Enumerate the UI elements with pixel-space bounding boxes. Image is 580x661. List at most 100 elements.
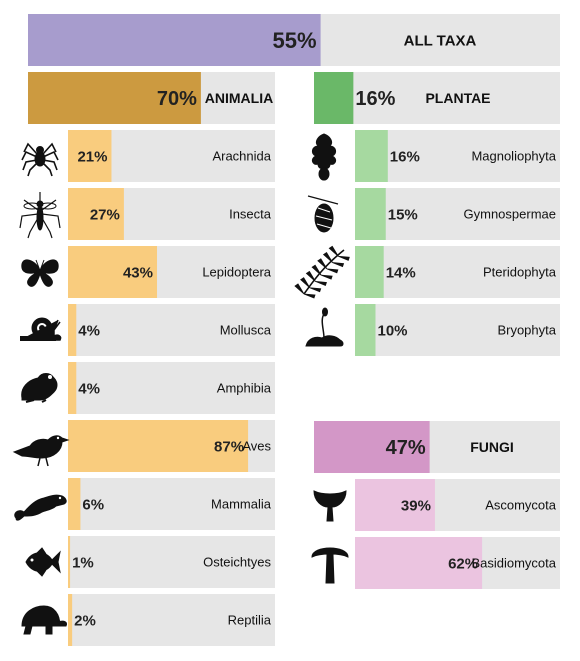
bar-all-taxa-label: ALL TAXA [404, 32, 477, 49]
bar-fungi-sub-ascomycota-value-label: 39% [401, 497, 431, 514]
bar-animalia-sub-mollusca-fill [68, 304, 77, 356]
bar-animalia-sub-amphibia-value-label: 4% [78, 380, 100, 397]
bar-animalia-sub-lepidoptera-value-label: 43% [123, 264, 153, 281]
bar-animalia-fill [28, 72, 201, 124]
bar-animalia-sub-mollusca: 4% Mollusca [68, 304, 275, 356]
bar-animalia-sub-reptilia: 2% Reptilia [68, 594, 275, 646]
bar-animalia-sub-insecta-value-label: 27% [90, 206, 120, 223]
bar-animalia-sub-arachnida-value-label: 21% [77, 148, 107, 165]
bar-plantae-sub-pteridophyta-track [355, 246, 560, 298]
bar-plantae-sub-bryophyta-fill [355, 304, 376, 356]
bar-animalia-sub-arachnida: 21% Arachnida [68, 130, 275, 182]
bar-animalia-sub-osteichtyes-fill [68, 536, 71, 588]
bar-fungi-sub-basidiomycota-value-label: 62% [448, 555, 478, 572]
bar-fungi-sub-basidiomycota-fill [355, 537, 483, 589]
moss-icon [305, 307, 344, 347]
fern-icon [294, 245, 350, 299]
bar-animalia-sub-aves-fill [68, 420, 249, 472]
bar-animalia-sub-osteichtyes-label: Osteichtyes [203, 555, 271, 570]
bar-animalia-sub-mammalia-fill [68, 478, 81, 530]
spider-icon [21, 142, 59, 177]
bar-animalia-sub-amphibia-fill [68, 362, 77, 414]
bars-layer: 55% ALL TAXA 70% ANIMALIA 16% PLANTAE 47% FUNGI… [28, 14, 560, 646]
bar-animalia-sub-amphibia-label: Amphibia [217, 381, 272, 396]
bar-all-taxa: 55% ALL TAXA [28, 14, 560, 66]
bar-animalia-sub-mollusca-value-label: 4% [78, 322, 100, 339]
bar-plantae-sub-magnoliophyta-fill [355, 130, 388, 182]
bar-plantae-track [314, 72, 560, 124]
bar-animalia-sub-mammalia: 6% Mammalia [68, 478, 275, 530]
bar-plantae-label: PLANTAE [425, 90, 490, 106]
otter-icon [14, 494, 67, 521]
fish-icon [25, 547, 61, 577]
bar-fungi-label: FUNGI [470, 439, 514, 455]
bar-animalia-sub-insecta: 27% Insecta [68, 188, 275, 240]
bar-animalia-sub-insecta-label: Insecta [229, 207, 272, 222]
bar-animalia-sub-reptilia-value-label: 2% [74, 612, 96, 629]
bar-animalia-sub-lepidoptera-label: Lepidoptera [202, 265, 271, 280]
bar-plantae-sub-magnoliophyta-label: Magnoliophyta [471, 149, 556, 164]
bar-fungi-sub-ascomycota-fill [355, 479, 435, 531]
bar-animalia-sub-mammalia-value-label: 6% [82, 496, 104, 513]
bar-animalia-sub-arachnida-label: Arachnida [212, 149, 271, 164]
bar-animalia-sub-mammalia-label: Mammalia [211, 497, 272, 512]
bar-animalia-sub-amphibia-track [68, 362, 275, 414]
bar-plantae-fill [314, 72, 354, 124]
bar-fungi: 47% FUNGI [314, 421, 560, 473]
bar-animalia-sub-reptilia-track [68, 594, 275, 646]
bar-plantae-sub-pteridophyta: 14% Pteridophyta [355, 246, 560, 298]
frog-icon [21, 373, 58, 403]
pine-cone-icon [307, 193, 339, 233]
bar-animalia-label: ANIMALIA [205, 90, 273, 106]
bar-fungi-sub-basidiomycota-label: Basidiomycota [471, 556, 556, 571]
bar-plantae-sub-magnoliophyta: 16% Magnoliophyta [355, 130, 560, 182]
butterfly-icon [21, 259, 59, 287]
bird-icon [12, 435, 70, 467]
bar-plantae-sub-pteridophyta-value-label: 14% [386, 264, 416, 281]
bar-plantae-sub-bryophyta-track [355, 304, 560, 356]
bar-plantae-sub-bryophyta-value-label: 10% [378, 322, 408, 339]
bar-plantae: 16% PLANTAE [314, 72, 560, 124]
bar-animalia-sub-aves: 87%Aves [68, 420, 275, 472]
bar-animalia-sub-mammalia-track [68, 478, 275, 530]
icons-layer [12, 133, 350, 635]
bar-plantae-sub-gymnospermae-label: Gymnospermae [464, 207, 556, 222]
bar-plantae-sub-gymnospermae-fill [355, 188, 386, 240]
bar-animalia-value-label: 70% [157, 88, 197, 110]
bar-plantae-sub-gymnospermae-track [355, 188, 560, 240]
bar-animalia-sub-amphibia: 4% Amphibia [68, 362, 275, 414]
tortoise-icon [21, 605, 67, 635]
bar-fungi-sub-basidiomycota: 62%Basidiomycota [355, 537, 560, 589]
bar-plantae-sub-pteridophyta-label: Pteridophyta [483, 265, 557, 280]
bar-fungi-value-label: 47% [386, 437, 426, 459]
bar-plantae-sub-bryophyta: 10% Bryophyta [355, 304, 560, 356]
bar-animalia-sub-mollusca-label: Mollusca [220, 323, 272, 338]
mosquito-icon [19, 192, 61, 239]
bar-fungi-sub-ascomycota: 39% Ascomycota [355, 479, 560, 531]
bar-plantae-sub-magnoliophyta-value-label: 16% [390, 148, 420, 165]
mushroom-icon [311, 547, 349, 584]
bar-animalia-sub-lepidoptera-fill [68, 246, 158, 298]
bar-plantae-sub-gymnospermae-value-label: 15% [388, 206, 418, 223]
bar-plantae-sub-pteridophyta-fill [355, 246, 384, 298]
bar-animalia-sub-aves-label: Aves [242, 439, 271, 454]
bar-fungi-sub-ascomycota-label: Ascomycota [485, 498, 557, 513]
bar-animalia-sub-reptilia-label: Reptilia [228, 613, 272, 628]
oak-leaf-icon [311, 133, 337, 181]
bar-animalia-sub-lepidoptera: 43% Lepidoptera [68, 246, 275, 298]
bar-animalia-sub-aves-value-label: 87% [214, 438, 244, 455]
bar-animalia-sub-arachnida-fill [68, 130, 112, 182]
bar-plantae-value-label: 16% [355, 88, 395, 110]
bar-animalia-sub-insecta-fill [68, 188, 124, 240]
snail-icon [20, 317, 62, 341]
bar-animalia-sub-reptilia-fill [68, 594, 73, 646]
bar-animalia-sub-osteichtyes-track [68, 536, 275, 588]
bar-all-taxa-fill [28, 14, 321, 66]
cup-fungus-icon [313, 490, 347, 522]
bar-plantae-sub-bryophyta-label: Bryophyta [497, 323, 556, 338]
bar-animalia-sub-mollusca-track [68, 304, 275, 356]
bar-plantae-sub-magnoliophyta-track [355, 130, 560, 182]
bar-fungi-fill [314, 421, 430, 473]
bar-animalia-sub-osteichtyes-value-label: 1% [72, 554, 94, 571]
